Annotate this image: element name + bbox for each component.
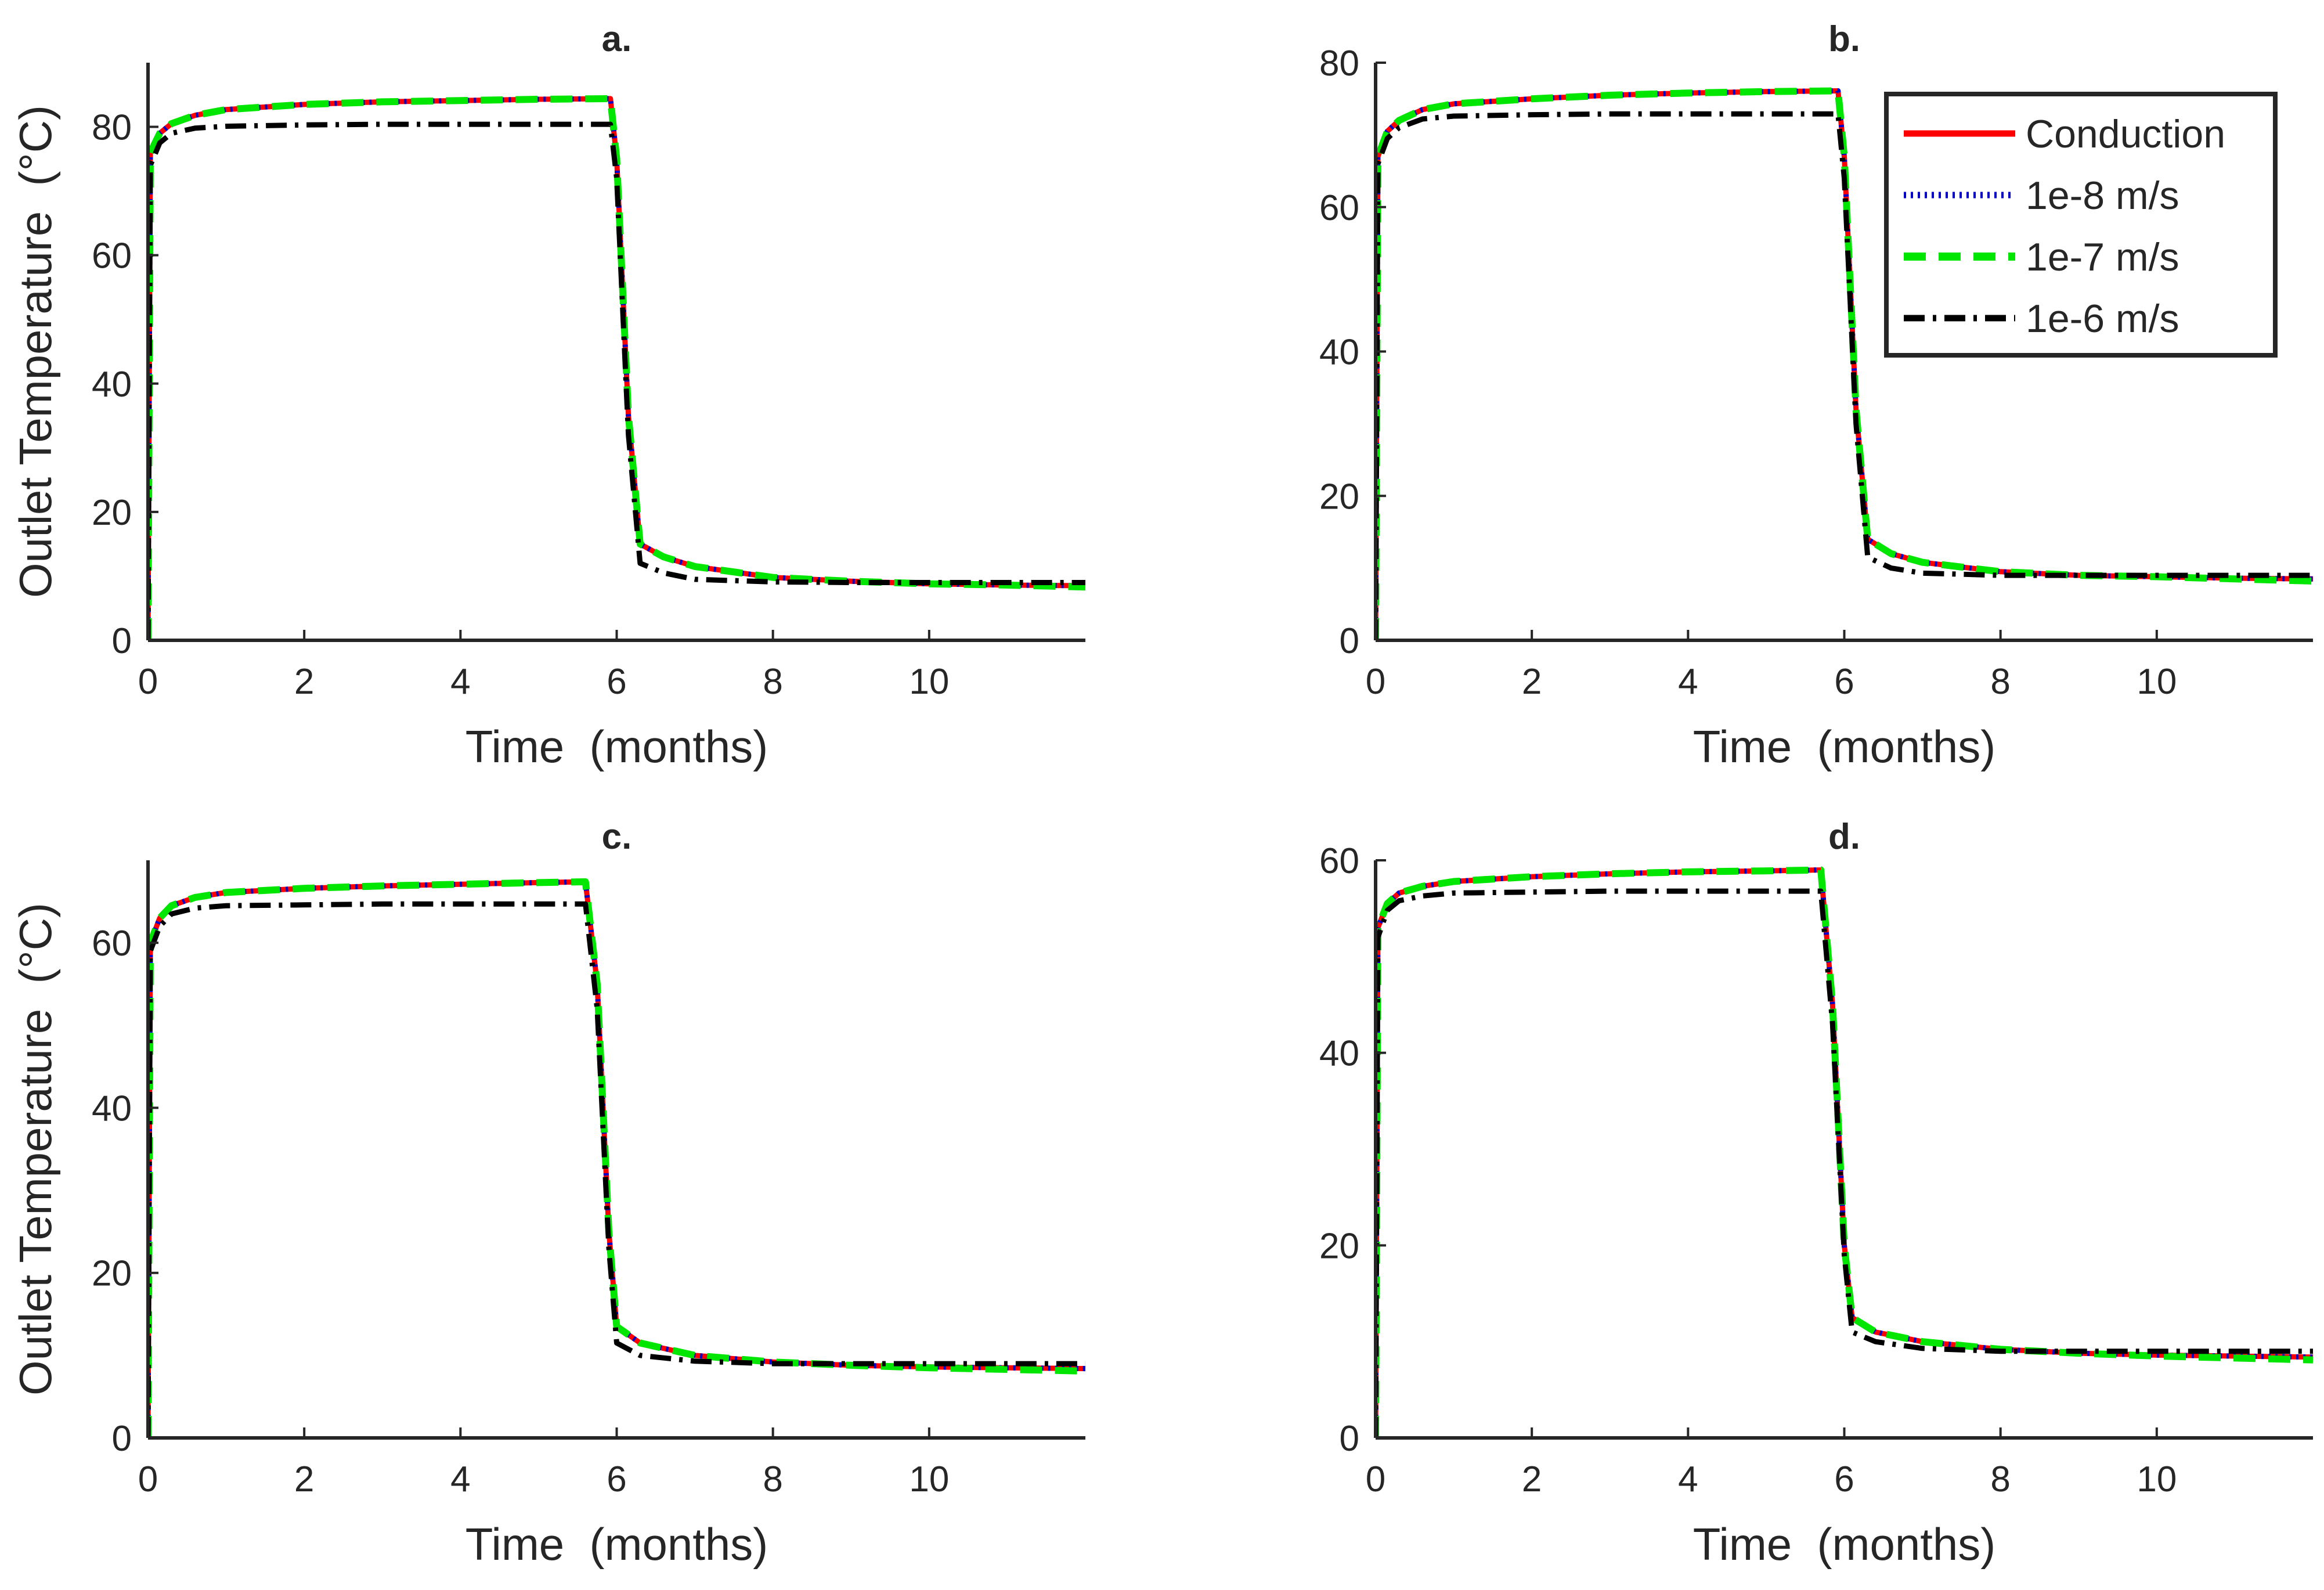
panel-title: c. (602, 817, 632, 857)
legend-label: 1e-7 m/s (2026, 235, 2179, 279)
x-axis-label: Time (months) (465, 721, 768, 772)
panel-title: a. (602, 19, 632, 59)
y-tick-label: 40 (92, 365, 132, 405)
y-axis-label: Outlet Temperature (°C) (10, 903, 61, 1396)
panel-b-series (1376, 87, 2313, 640)
y-tick-label: 20 (1319, 477, 1359, 517)
series-line-1e-6-m-s (148, 901, 1085, 1438)
y-tick-label: 80 (92, 108, 132, 148)
y-tick-label: 60 (92, 236, 132, 276)
x-tick-label: 10 (909, 662, 949, 702)
legend-label: 1e-6 m/s (2026, 297, 2179, 341)
y-tick-label: 20 (92, 493, 132, 533)
x-tick-label: 4 (450, 662, 470, 702)
x-tick-label: 6 (607, 1459, 626, 1499)
x-tick-label: 8 (1990, 1459, 2010, 1499)
legend-box (1884, 92, 2278, 358)
y-tick-label: 60 (1319, 188, 1359, 228)
x-tick-label: 0 (1366, 662, 1385, 702)
series-line-1e-6-m-s (148, 121, 1085, 640)
panel-c: 0 2 4 6 8 10 0 20 40 60 c. Time (months) Outlet Temp… (10, 817, 1085, 1570)
series-line-1e-7-m-s (148, 95, 1085, 640)
series-line-1e-6-m-s (1376, 111, 2313, 640)
x-tick-label: 10 (909, 1459, 949, 1499)
y-tick-label: 0 (1340, 621, 1359, 661)
legend-label: 1e-8 m/s (2026, 174, 2179, 218)
y-tick-label: 80 (1319, 44, 1359, 84)
x-tick-label: 8 (763, 1459, 782, 1499)
x-axis-label: Time (months) (1693, 1519, 1996, 1570)
y-tick-label: 40 (1319, 333, 1359, 373)
legend: Conduction 1e-8 m/s 1e-7 m/s 1e-6 m/s (1884, 92, 2278, 358)
panel-a: 0 2 4 6 8 10 0 20 40 60 80 a. Time (months) Outlet Te… (10, 19, 1085, 772)
y-tick-label: 60 (92, 924, 132, 964)
y-tick-label: 0 (112, 621, 132, 661)
series-line-1e-8-m-s (1376, 867, 2313, 1438)
x-tick-label: 6 (607, 662, 626, 702)
series-line-conduction (148, 879, 1085, 1438)
x-tick-label: 0 (138, 662, 158, 702)
x-tick-label: 8 (1990, 662, 2010, 702)
panel-c-series (148, 878, 1085, 1438)
x-tick-label: 2 (294, 662, 314, 702)
y-tick-label: 0 (1340, 1419, 1359, 1459)
series-line-1e-7-m-s (148, 878, 1085, 1438)
y-tick-label: 20 (92, 1254, 132, 1294)
x-tick-label: 0 (138, 1459, 158, 1499)
y-tick-label: 20 (1319, 1226, 1359, 1266)
panel-d: 0 2 4 6 8 10 0 20 40 60 d. Time (months) (1319, 817, 2313, 1570)
panel-title: b. (1828, 19, 1860, 59)
x-tick-label: 2 (1522, 1459, 1542, 1499)
y-tick-label: 60 (1319, 841, 1359, 881)
y-tick-label: 40 (92, 1088, 132, 1128)
x-tick-label: 4 (1678, 662, 1698, 702)
y-tick-label: 40 (1319, 1034, 1359, 1074)
series-line-1e-6-m-s (1376, 888, 2313, 1438)
legend-label: Conduction (2026, 112, 2225, 156)
series-line-1e-8-m-s (148, 879, 1085, 1438)
x-tick-label: 2 (1522, 662, 1542, 702)
panel-d-series (1376, 866, 2313, 1438)
x-tick-label: 4 (1678, 1459, 1698, 1499)
panel-title: d. (1828, 817, 1860, 857)
x-tick-label: 6 (1834, 662, 1854, 702)
x-tick-label: 8 (763, 662, 782, 702)
x-tick-label: 4 (450, 1459, 470, 1499)
x-tick-label: 6 (1834, 1459, 1854, 1499)
x-tick-label: 2 (294, 1459, 314, 1499)
panel-a-series (148, 95, 1085, 640)
y-tick-label: 0 (112, 1419, 132, 1459)
x-tick-label: 0 (1366, 1459, 1385, 1499)
x-tick-label: 10 (2137, 662, 2177, 702)
panel-b: 0 2 4 6 8 10 0 20 40 60 80 b. Time (months) (1319, 19, 2313, 772)
y-axis-label: Outlet Temperature (°C) (10, 105, 61, 598)
x-axis-label: Time (months) (465, 1519, 768, 1570)
x-tick-label: 10 (2137, 1459, 2177, 1499)
series-line-1e-7-m-s (1376, 866, 2313, 1438)
x-axis-label: Time (months) (1693, 721, 1996, 772)
